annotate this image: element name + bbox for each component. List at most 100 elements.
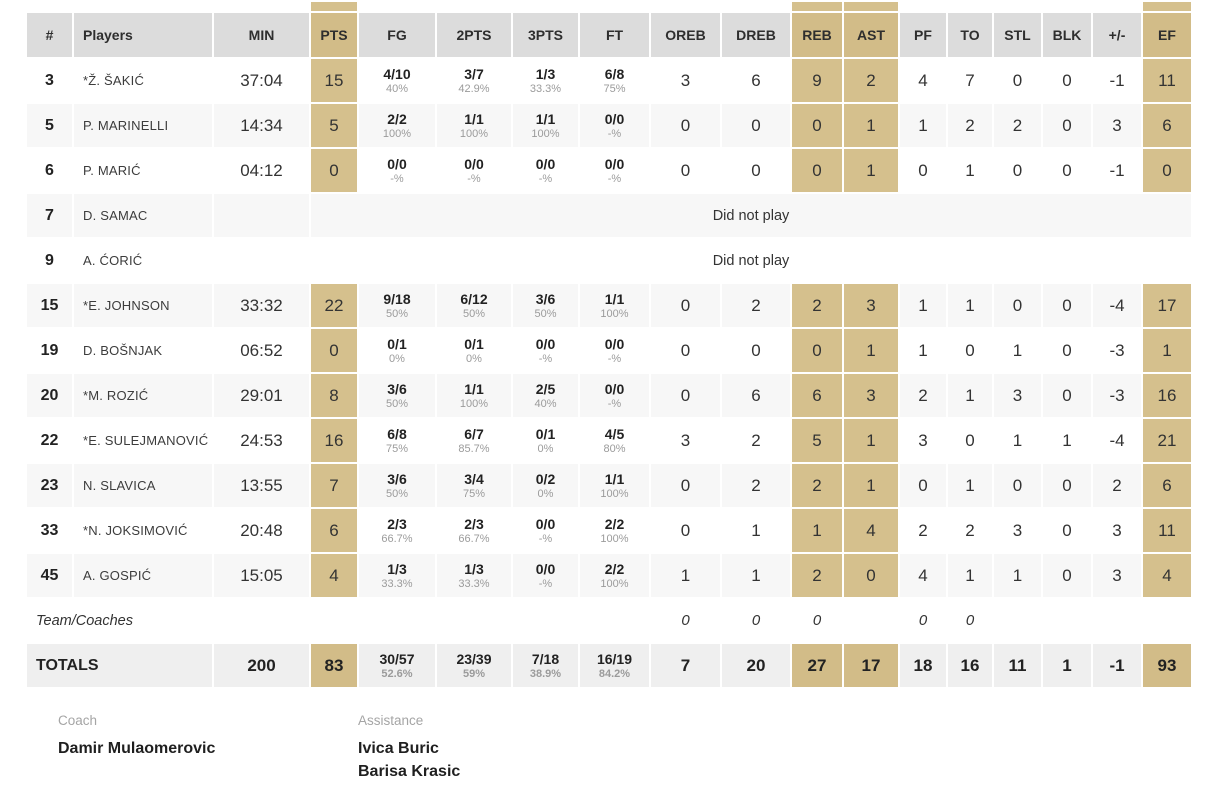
cell-to: 1	[948, 284, 992, 327]
cell-ft: 2/2 100%	[580, 509, 649, 552]
cell-p2: 1/3 33.3%	[437, 554, 511, 597]
cell-stl: 0	[994, 284, 1041, 327]
col-header-fg: FG	[359, 13, 435, 57]
cell-oreb: 0	[651, 104, 720, 147]
player-row: 23 N. SLAVICA 13:55 7 3/6 50% 3/4 75% 0/2 0% 1/1 10…	[27, 464, 1191, 507]
cell-dreb: 0	[722, 599, 790, 642]
player-row: 20 *M. ROZIĆ 29:01 8 3/6 50% 1/1 100% 2/5 40% 0/0-…	[27, 374, 1191, 417]
cell-pf: 1	[900, 104, 946, 147]
shooting-percentage: 33.3%	[381, 577, 413, 590]
player-name: *M. ROZIĆ	[74, 374, 212, 417]
shooting-percentage: 0%	[466, 352, 482, 365]
cell-ast: 0	[844, 554, 898, 597]
made-attempted: 16/19	[596, 650, 633, 667]
cell-dreb: 1	[722, 554, 790, 597]
cell-pf: 2	[900, 509, 946, 552]
cell-oreb: 0	[651, 149, 720, 192]
cell-p2: 2/3 66.7%	[437, 509, 511, 552]
made-attempted: 0/0	[387, 155, 407, 172]
cell-blk: 0	[1043, 329, 1091, 372]
cell-ast: 3	[844, 374, 898, 417]
cell-reb: 1	[792, 509, 842, 552]
cell-ft: 0/0 -%	[580, 149, 649, 192]
made-attempted: 0/2	[535, 470, 556, 487]
shooting-percentage: 66.7%	[381, 532, 413, 545]
assistance-block: Assistance Ivica Buric Barisa Krasic	[358, 713, 460, 783]
shooting-percentage: -%	[538, 577, 553, 590]
cell-blk: 0	[1043, 464, 1091, 507]
cell-ft: 4/5 80%	[580, 419, 649, 462]
made-attempted: 1/1	[464, 380, 484, 397]
cell-dreb: 0	[722, 104, 790, 147]
shooting-percentage: 75%	[603, 82, 626, 95]
shooting-percentage: 75%	[462, 487, 486, 500]
made-attempted: 1/1	[604, 290, 625, 307]
jersey-number: 19	[27, 329, 72, 372]
cell-ft: 0/0 -%	[580, 374, 649, 417]
col-header-min: MIN	[214, 13, 309, 57]
made-attempted: 2/2	[387, 110, 407, 127]
player-name: *E. JOHNSON	[74, 284, 212, 327]
cell-stl: 1	[994, 329, 1041, 372]
jersey-number: 7	[27, 194, 72, 237]
assistant-coach-name: Barisa Krasic	[358, 763, 461, 780]
shooting-percentage: 85.7%	[458, 442, 490, 455]
cell-reb: 2	[792, 464, 842, 507]
totals-label: TOTALS	[27, 644, 212, 687]
cell-ast: 1	[844, 104, 898, 147]
player-name: P. MARIĆ	[74, 149, 212, 192]
cell-p3: 0/0 -%	[513, 554, 578, 597]
made-attempted: 30/57	[379, 650, 415, 667]
cell-oreb: 0	[651, 284, 720, 327]
cell-reb: 0	[792, 149, 842, 192]
cell-to-total: 16	[948, 644, 992, 687]
cell-min: 20:48	[214, 509, 309, 552]
shooting-percentage: 100%	[600, 532, 629, 545]
cell-p3-total: 7/18 38.9%	[513, 644, 578, 687]
totals-row: TOTALS 200 83 30/57 52.6% 23/39 59% 7/18 38.9% 16…	[27, 644, 1191, 687]
made-attempted: 23/39	[456, 650, 492, 667]
shooting-percentage: 50%	[385, 397, 409, 410]
made-attempted: 4/10	[383, 65, 411, 82]
cell-ast: 2	[844, 59, 898, 102]
header-row: # Players MIN PTS FG 2PTS 3PTS FT OREB D…	[27, 13, 1191, 57]
made-attempted: 1/3	[464, 560, 484, 577]
cell-min	[214, 599, 309, 642]
shooting-percentage: 52.6%	[381, 667, 413, 680]
shooting-percentage: -%	[538, 172, 553, 185]
cell-min: 29:01	[214, 374, 309, 417]
cell-pf: 3	[900, 419, 946, 462]
cell-oreb: 0	[651, 329, 720, 372]
cell-min: 14:34	[214, 104, 309, 147]
col-header-2pts: 2PTS	[437, 13, 511, 57]
assistance-label: Assistance	[358, 713, 424, 728]
cell-fg	[359, 599, 435, 642]
cell-pts: 0	[311, 329, 357, 372]
cell-to: 7	[948, 59, 992, 102]
player-name: *N. JOKSIMOVIĆ	[74, 509, 212, 552]
col-header-3pts: 3PTS	[513, 13, 578, 57]
made-attempted: 6/8	[387, 425, 407, 442]
cell-fg: 2/2 100%	[359, 104, 435, 147]
cell-ef: 16	[1143, 374, 1191, 417]
made-attempted: 0/1	[535, 425, 556, 442]
cell-ft-total: 16/19 84.2%	[580, 644, 649, 687]
shooting-percentage: 80%	[603, 442, 626, 455]
shooting-percentage: 100%	[600, 577, 629, 590]
made-attempted: 0/1	[464, 335, 484, 352]
cell-ast: 1	[844, 149, 898, 192]
made-attempted: 0/0	[604, 335, 625, 352]
shooting-percentage: 75%	[385, 442, 409, 455]
cell-pm	[1093, 599, 1141, 642]
player-row: 6 P. MARIĆ 04:12 0 0/0 -% 0/0 -% 0/0 -% 0/0 -% 0 0 0 1 0…	[27, 149, 1191, 192]
cell-fg: 4/10 40%	[359, 59, 435, 102]
cell-pf-total: 18	[900, 644, 946, 687]
cell-p2: 1/1 100%	[437, 374, 511, 417]
shooting-percentage: 42.9%	[458, 82, 490, 95]
cell-pts	[311, 599, 357, 642]
cell-stl-total: 11	[994, 644, 1041, 687]
shooting-percentage: 100%	[459, 127, 489, 140]
shooting-percentage: 50%	[385, 307, 409, 320]
cell-p2: 6/12 50%	[437, 284, 511, 327]
cell-fg: 6/8 75%	[359, 419, 435, 462]
